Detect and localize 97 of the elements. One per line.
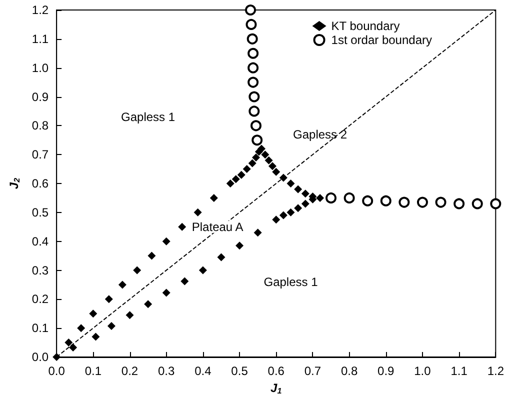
legend-label: KT boundary xyxy=(331,19,400,33)
x-tick-label: 0.2 xyxy=(121,364,138,378)
point xyxy=(490,198,502,210)
point xyxy=(261,150,270,159)
legend-label: 1st ordar boundary xyxy=(331,33,432,47)
point xyxy=(226,180,234,188)
point xyxy=(248,76,259,88)
point xyxy=(326,192,337,204)
point xyxy=(232,175,240,184)
point xyxy=(178,222,186,231)
y-tick-label: 0.3 xyxy=(32,263,49,278)
point xyxy=(246,18,257,30)
point xyxy=(294,185,302,194)
point xyxy=(210,194,218,202)
point xyxy=(217,253,226,262)
point xyxy=(362,195,374,206)
point xyxy=(286,208,295,216)
point xyxy=(126,311,134,320)
point xyxy=(133,266,142,274)
point xyxy=(472,198,483,210)
point xyxy=(316,194,324,202)
point xyxy=(344,192,355,204)
point xyxy=(294,204,302,212)
point xyxy=(435,196,446,208)
y-tick-label: 0.8 xyxy=(32,118,49,133)
x-tick-label: 1.1 xyxy=(450,364,468,378)
y-axis-title: J2 xyxy=(7,177,22,190)
point xyxy=(194,208,202,216)
point xyxy=(252,134,263,146)
point xyxy=(89,310,98,318)
point xyxy=(398,196,410,208)
y-tick-label: 1.2 xyxy=(32,3,49,17)
point xyxy=(104,295,113,304)
point xyxy=(380,195,392,206)
x-tick-label: 0.7 xyxy=(304,364,322,378)
point xyxy=(162,237,170,246)
point xyxy=(254,228,262,237)
point xyxy=(92,332,100,341)
x-tick-label: 0.8 xyxy=(340,364,358,378)
x-tick-label: 0.6 xyxy=(268,364,285,378)
point xyxy=(245,4,256,16)
annotation: Gapless 1 xyxy=(121,110,176,124)
point xyxy=(248,48,259,59)
point xyxy=(301,190,310,198)
x-tick-label: 0.9 xyxy=(378,364,395,378)
x-tick-label: 1.0 xyxy=(414,364,432,378)
point xyxy=(248,62,259,74)
point xyxy=(301,200,310,208)
point xyxy=(246,33,258,44)
point xyxy=(148,252,156,260)
x-tick-label: 0.3 xyxy=(158,364,176,378)
point xyxy=(250,120,262,132)
point xyxy=(118,280,126,289)
point xyxy=(257,144,266,153)
point xyxy=(264,156,273,164)
point xyxy=(272,168,280,176)
y-tick-label: 0.1 xyxy=(32,321,49,336)
point xyxy=(242,165,251,174)
point xyxy=(272,216,280,224)
point xyxy=(107,322,116,330)
point xyxy=(69,343,78,352)
y-tick-label: 0.0 xyxy=(32,350,49,364)
x-tick-label: 0.1 xyxy=(84,364,102,378)
point xyxy=(279,211,288,220)
point xyxy=(162,288,170,297)
y-tick-label: 0.9 xyxy=(32,90,49,104)
y-tick-label: 1.0 xyxy=(32,60,49,75)
x-tick-label: 0.5 xyxy=(231,364,248,378)
point xyxy=(252,153,260,162)
point xyxy=(286,180,295,188)
y-tick-label: 0.4 xyxy=(32,234,49,248)
y-tick-label: 0.6 xyxy=(32,176,49,190)
y-tick-label: 1.1 xyxy=(32,32,49,46)
point xyxy=(279,174,288,182)
y-tick-label: 0.7 xyxy=(32,148,49,162)
annotation: Plateau A xyxy=(192,220,244,234)
point xyxy=(268,162,276,170)
point xyxy=(77,324,86,332)
annotation: Gapless 1 xyxy=(264,274,318,289)
annotation: Gapless 2 xyxy=(293,127,348,142)
point xyxy=(144,300,152,308)
point xyxy=(248,91,260,102)
point xyxy=(64,338,73,347)
point xyxy=(416,196,428,208)
x-tick-label: 0.4 xyxy=(194,364,212,378)
point xyxy=(248,159,256,168)
x-tick-label: 0.0 xyxy=(48,364,66,378)
point xyxy=(454,198,465,210)
point xyxy=(52,353,61,361)
y-tick-label: 0.5 xyxy=(32,205,49,220)
point xyxy=(248,106,260,117)
point xyxy=(236,242,244,250)
x-tick-label: 1.2 xyxy=(487,364,504,378)
point xyxy=(180,277,189,286)
point xyxy=(198,266,207,274)
y-tick-label: 0.2 xyxy=(32,292,49,306)
point xyxy=(237,170,246,179)
